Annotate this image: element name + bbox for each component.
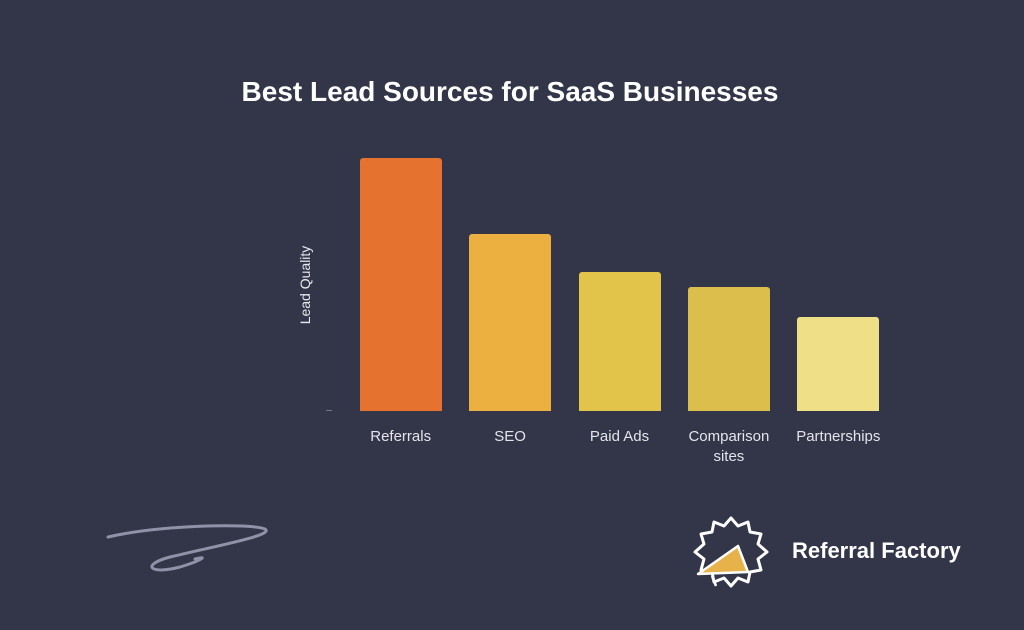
x-tick-label: Paid Ads <box>589 428 650 445</box>
x-tick-label: Partnerships <box>796 428 881 445</box>
x-tick-label: Comparison sites <box>688 428 770 465</box>
brand-logo <box>693 516 769 588</box>
bar <box>687 287 770 411</box>
bar <box>578 271 661 411</box>
y-axis-label: Lead Quality <box>297 245 313 325</box>
brand-name: Referral Factory <box>792 538 961 563</box>
axis-corner <box>326 410 332 411</box>
bar <box>469 233 552 411</box>
x-tick-label: SEO <box>494 428 526 445</box>
x-tick-label: Referrals <box>370 428 432 445</box>
chart-title: Best Lead Sources for SaaS Businesses <box>241 76 779 107</box>
bar <box>797 317 880 411</box>
squiggle-decoration <box>106 524 268 572</box>
bar <box>359 158 442 411</box>
